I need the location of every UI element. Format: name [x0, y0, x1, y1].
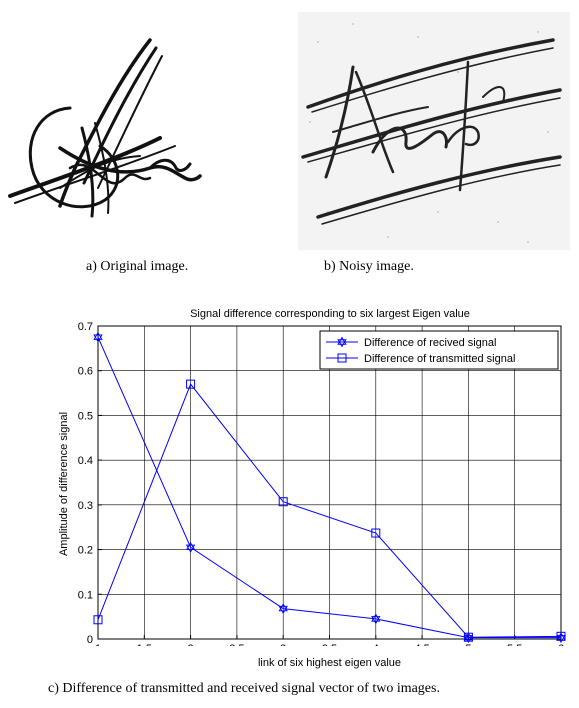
x-tick-label: 3.5: [322, 643, 337, 646]
data-point-series-2: [463, 632, 473, 642]
legend-marker: [337, 336, 347, 348]
noisy-signature-image: [298, 12, 570, 250]
series-line-1: [97, 336, 561, 639]
caption-chart: c) Difference of transmitted and receive…: [48, 681, 440, 696]
y-tick-label: 0.6: [78, 366, 93, 378]
series-layer: [93, 331, 566, 644]
y-tick-label: 0.1: [78, 589, 93, 601]
legend: Difference of recived signal Difference o…: [319, 330, 559, 370]
data-point-series-2: [278, 497, 288, 507]
axis-ticks: 1 1.5 2 2.5 3 3.5 4 4.5 5 5.5 6 0 0.1 0.2 0.3 0.4 0.5 0.6…: [78, 321, 564, 646]
legend-box: [319, 330, 559, 370]
y-tick-label: 0.3: [78, 500, 93, 512]
y-tick-label: 0.5: [78, 410, 93, 422]
y-axis-label: Amplitude of difference signal: [58, 411, 70, 557]
data-point-series-2: [556, 631, 566, 641]
legend-entry-label: Difference of transmitted signal: [364, 353, 515, 365]
y-tick-label: 0: [87, 634, 93, 646]
x-tick-label: 5.5: [507, 643, 522, 646]
x-tick-label: 2: [188, 643, 194, 646]
series-line-2: [97, 383, 562, 638]
y-tick-label: 0.4: [78, 455, 93, 467]
x-tick-label: 5: [465, 643, 471, 646]
original-signature-image: [8, 38, 202, 218]
data-point-series-2: [371, 528, 381, 538]
x-tick-label: 3: [280, 643, 286, 646]
chart-title: Signal difference corresponding to six l…: [190, 308, 470, 320]
y-tick-label: 0.2: [78, 545, 93, 557]
x-tick-label: 1: [95, 643, 101, 646]
data-point-series-2: [186, 379, 196, 389]
data-point-series-1: [463, 632, 474, 644]
x-tick-label: 4.5: [414, 643, 429, 646]
caption-noisy: b) Noisy image.: [324, 259, 414, 274]
data-point-series-1: [278, 603, 288, 614]
data-point-series-1: [185, 541, 196, 553]
x-tick-label: 6: [558, 643, 564, 646]
grid-lines: [98, 326, 561, 639]
x-tick-label: 1.5: [137, 643, 152, 646]
x-axis-label: link of six highest eigen value: [257, 657, 402, 669]
x-tick-label: 2.5: [229, 643, 244, 646]
caption-original: a) Original image.: [86, 259, 189, 274]
data-point-series-2: [93, 615, 103, 625]
y-tick-label: 0.7: [78, 321, 93, 333]
data-point-series-1: [93, 331, 103, 343]
signal-difference-chart: Signal difference corresponding to six l…: [30, 298, 575, 646]
legend-entry-label: Difference of recived signal: [364, 337, 496, 349]
x-tick-label: 4: [373, 643, 379, 646]
data-point-series-1: [371, 613, 381, 625]
legend-marker: [337, 353, 347, 363]
